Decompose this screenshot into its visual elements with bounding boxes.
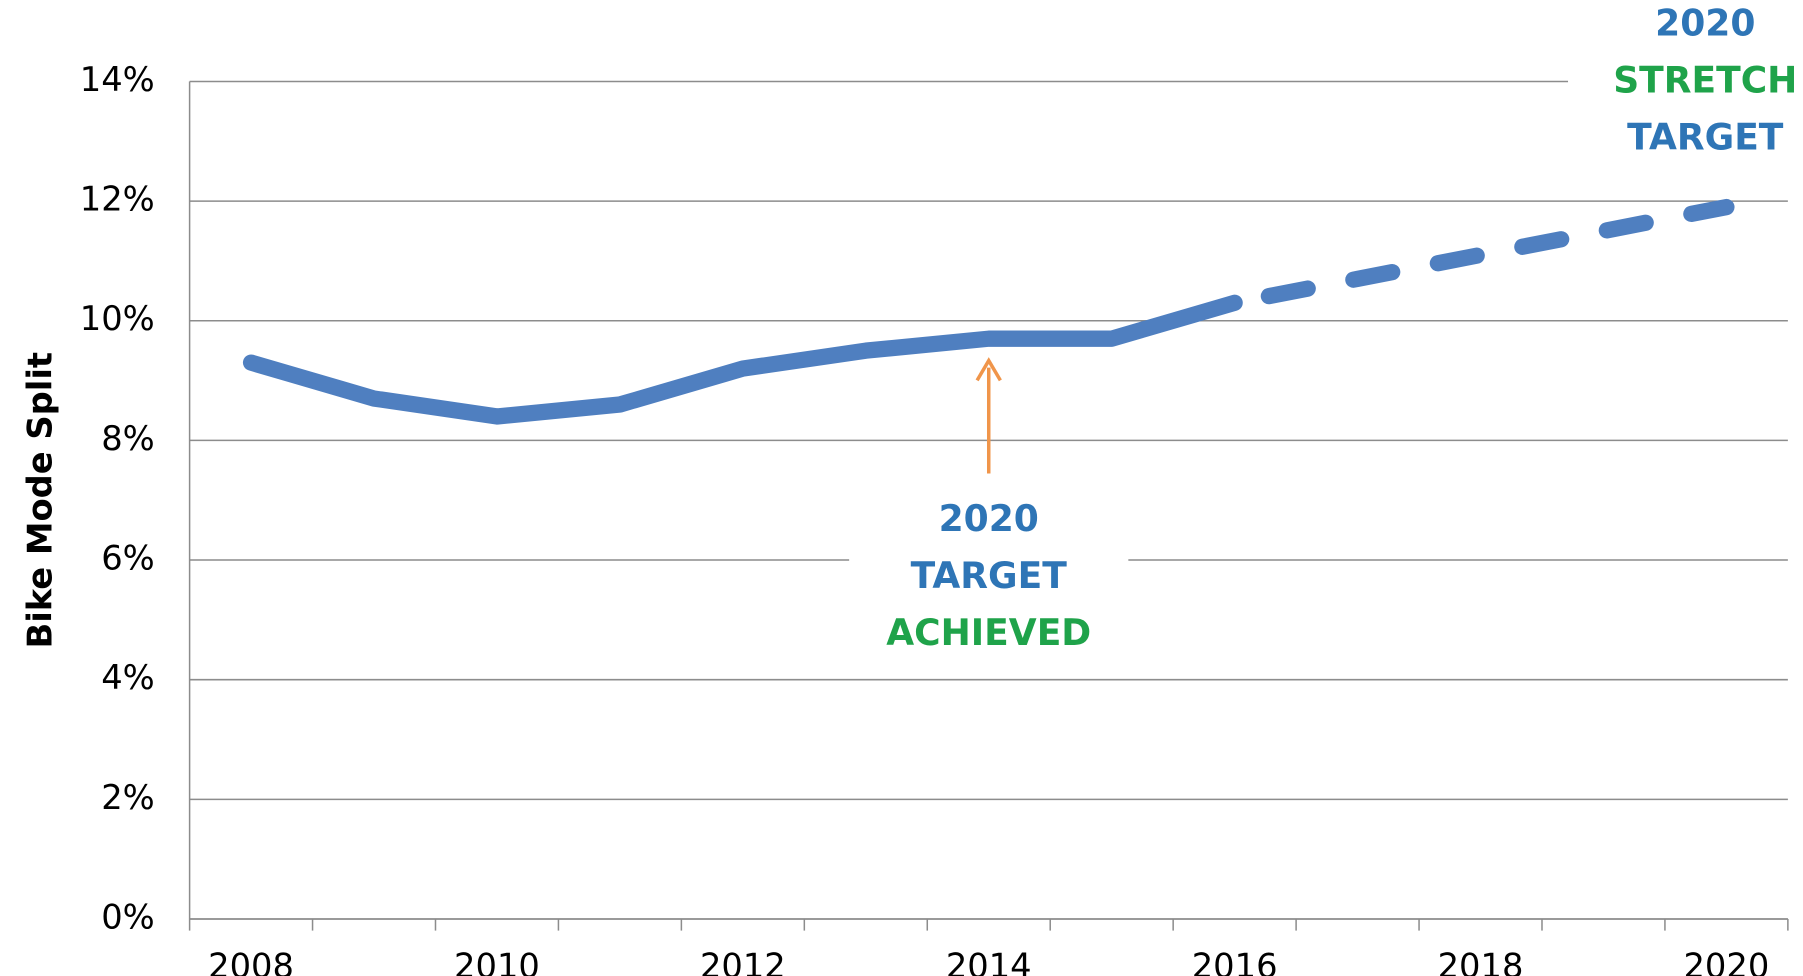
x-tick-label: 2008 <box>208 946 294 976</box>
y-tick-label: 4% <box>101 658 155 697</box>
annotation-text: 2020 <box>939 498 1039 540</box>
annotation-text: 2020 <box>1655 3 1755 45</box>
x-tick-label: 2010 <box>454 946 540 976</box>
y-tick-label: 2% <box>101 778 155 817</box>
annotation-text: STRETCH <box>1613 60 1797 102</box>
y-tick-label: 10% <box>80 299 155 338</box>
x-tick-label: 2012 <box>700 946 786 976</box>
annotation-text: ACHIEVED <box>886 612 1091 654</box>
x-tick-label: 2020 <box>1683 946 1769 976</box>
x-tick-label: 2018 <box>1438 946 1524 976</box>
data-line <box>1226 198 1735 311</box>
y-axis-label: Bike Mode Split <box>20 352 59 649</box>
data-line <box>242 294 1243 425</box>
y-tick-label: 6% <box>101 539 155 578</box>
annotation-backing <box>849 494 1129 669</box>
annotation-text: TARGET <box>911 555 1068 597</box>
x-tick-label: 2016 <box>1192 946 1278 976</box>
y-tick-label: 12% <box>80 180 155 219</box>
y-tick-label: 8% <box>101 419 155 458</box>
y-tick-label: 14% <box>80 60 155 99</box>
y-tick-label: 0% <box>101 897 155 936</box>
annotation-arrowhead <box>975 357 1002 382</box>
annotation-backing <box>1568 0 1801 163</box>
annotation-text: TARGET <box>1627 117 1784 159</box>
x-tick-label: 2014 <box>946 946 1032 976</box>
